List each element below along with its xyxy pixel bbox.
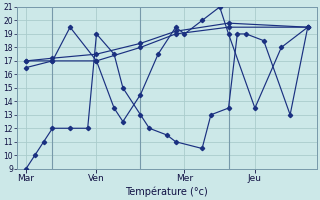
X-axis label: Température (°c): Température (°c) [125,186,208,197]
